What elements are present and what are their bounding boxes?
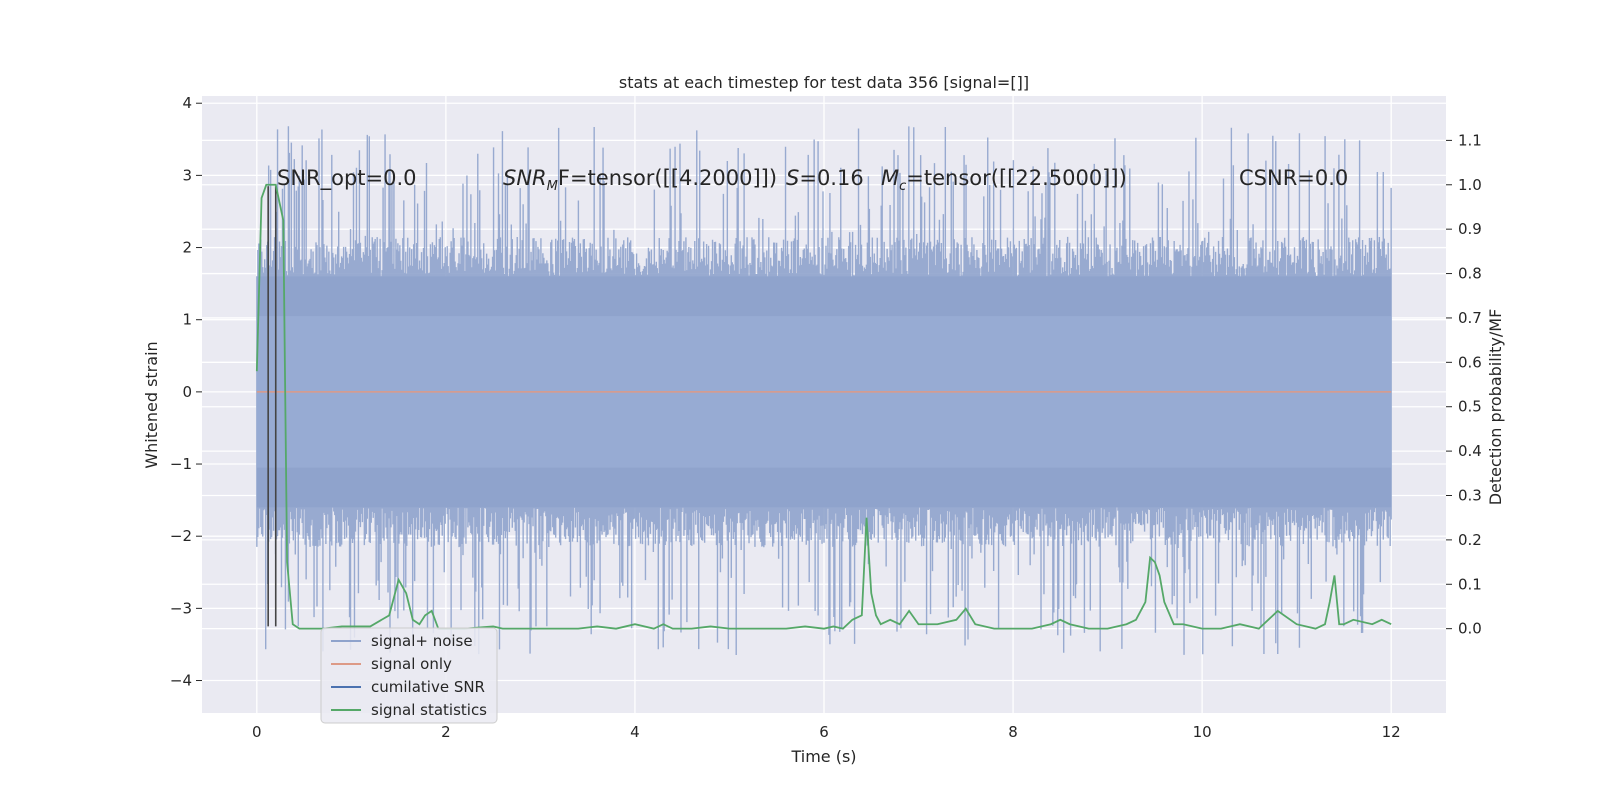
signal-statistics-series: [255, 183, 1392, 630]
y-tick-label: 3: [182, 166, 192, 184]
y-tick-label: −2: [170, 527, 192, 545]
x-tick-label: 12: [1382, 723, 1401, 741]
y2-tick-label: 0.7: [1458, 309, 1482, 327]
y-tick-label: −1: [170, 455, 192, 473]
y2-tick-label: 0.8: [1458, 265, 1482, 283]
chart-title: stats at each timestep for test data 356…: [619, 73, 1029, 92]
annotation-snr-mf-main: SNR: [503, 166, 547, 190]
annotation-mc: Mc=tensor([[22.5000]]): [881, 166, 1127, 194]
y2-tick-label: 0.9: [1458, 220, 1482, 238]
annotation-snr-mf-sub: M: [547, 179, 558, 194]
legend: signal+ noise signal only cumilative SNR…: [320, 627, 498, 724]
annotation-mc-value: =tensor([[22.5000]]): [906, 166, 1126, 190]
y2-axis-label: Detection probability/MF: [1486, 309, 1505, 506]
y2-tick-label: 1.0: [1458, 176, 1482, 194]
annotation-s: S=0.16: [786, 166, 864, 190]
y-tick-label: 4: [182, 94, 192, 112]
y-tick-label: 2: [182, 239, 192, 257]
y-tick-label: 1: [182, 311, 192, 329]
annotation-snr-mf: SNRMF=tensor([[4.2000]]): [503, 166, 777, 194]
x-tick-label: 0: [252, 723, 262, 741]
x-axis-label: Time (s): [790, 747, 856, 766]
x-tick-label: 8: [1008, 723, 1018, 741]
legend-label-noise: signal+ noise: [371, 632, 473, 650]
legend-label-signal: signal only: [371, 655, 452, 673]
y2-tick-label: 1.1: [1458, 131, 1482, 149]
x-tick-labels: 0 2 4 6 8 10 12: [252, 723, 1401, 741]
y-tick-label: −4: [170, 672, 192, 690]
y2-tick-labels: 0.0 0.1 0.2 0.3 0.4 0.5 0.6 0.7 0.8 0.9 1.0 1.1: [1446, 131, 1482, 638]
annotation-s-symbol: S: [786, 166, 799, 190]
x-tick-label: 4: [630, 723, 640, 741]
y2-tick-label: 0.4: [1458, 442, 1482, 460]
y2-tick-label: 0.2: [1458, 531, 1482, 549]
y2-tick-label: 0.6: [1458, 353, 1482, 371]
y2-tick-label: 0.5: [1458, 398, 1482, 416]
x-tick-label: 6: [819, 723, 829, 741]
y-axis-label: Whitened strain: [142, 341, 161, 468]
y-tick-label: −3: [170, 599, 192, 617]
legend-box: [320, 627, 498, 724]
annotation-csnr: CSNR=0.0: [1239, 166, 1348, 190]
legend-label-stats: signal statistics: [371, 701, 487, 719]
annotation-mc-sub: c: [899, 179, 906, 194]
x-tick-label: 10: [1193, 723, 1212, 741]
annotation-mc-symbol: M: [881, 166, 899, 190]
y2-tick-label: 0.1: [1458, 575, 1482, 593]
x-tick-label: 2: [441, 723, 451, 741]
y2-tick-label: 0.0: [1458, 620, 1482, 638]
signal-statistics-line: [255, 183, 1392, 630]
annotation-snr-mf-rest: F=tensor([[4.2000]]): [558, 166, 777, 190]
annotation-s-value: =0.16: [799, 166, 863, 190]
y-tick-label: 0: [182, 383, 192, 401]
annotation-snr-opt: SNR_opt=0.0: [277, 166, 417, 191]
y2-tick-label: 0.3: [1458, 486, 1482, 504]
legend-label-csnr: cumilative SNR: [371, 678, 485, 696]
y-tick-labels: −4 −3 −2 −1 0 1 2 3 4: [170, 94, 202, 690]
vertical-markers: [267, 186, 277, 627]
